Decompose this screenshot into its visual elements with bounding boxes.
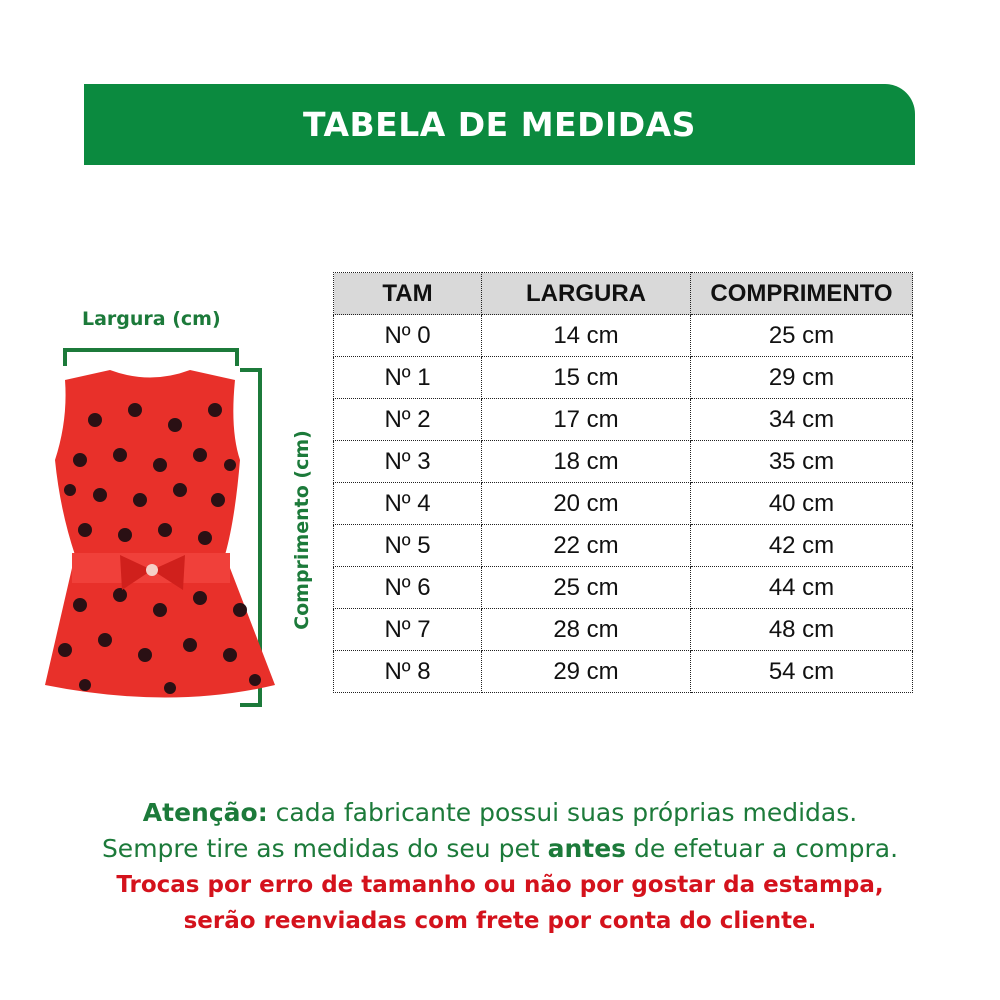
cell-size: Nº 0 <box>333 314 482 357</box>
warning-line-2: serão reenviadas com frete por conta do … <box>183 908 817 934</box>
cell-length: 40 cm <box>690 482 913 525</box>
measure-text-a: Sempre tire as medidas do seu pet <box>101 834 548 863</box>
measure-line: Sempre tire as medidas do seu pet antes … <box>0 831 1000 867</box>
table-row: Nº 0 14 cm 25 cm <box>333 314 913 357</box>
cell-size: Nº 1 <box>333 356 482 399</box>
measure-text-b: de efetuar a compra. <box>626 834 899 863</box>
cell-length: 42 cm <box>690 524 913 567</box>
cell-size: Nº 7 <box>333 608 482 651</box>
table-row: Nº 8 29 cm 54 cm <box>333 650 913 693</box>
attention-text: cada fabricante possui suas próprias med… <box>267 798 858 827</box>
cell-width: 20 cm <box>481 482 691 525</box>
bow-icon <box>120 555 185 590</box>
dress-illustration <box>45 348 275 707</box>
cell-width: 15 cm <box>481 356 691 399</box>
cell-length: 34 cm <box>690 398 913 441</box>
table-row: Nº 3 18 cm 35 cm <box>333 440 913 483</box>
cell-length: 48 cm <box>690 608 913 651</box>
cell-size: Nº 8 <box>333 650 482 693</box>
cell-width: 25 cm <box>481 566 691 609</box>
cell-size: Nº 6 <box>333 566 482 609</box>
cell-width: 17 cm <box>481 398 691 441</box>
cell-width: 22 cm <box>481 524 691 567</box>
cell-width: 28 cm <box>481 608 691 651</box>
table-row: Nº 7 28 cm 48 cm <box>333 608 913 651</box>
table-row: Nº 1 15 cm 29 cm <box>333 356 913 399</box>
cell-width: 29 cm <box>481 650 691 693</box>
cell-size: Nº 4 <box>333 482 482 525</box>
cell-width: 18 cm <box>481 440 691 483</box>
table-header-row: TAM LARGURA COMPRIMENTO <box>333 272 913 315</box>
cell-size: Nº 5 <box>333 524 482 567</box>
page-title: TABELA DE MEDIDAS <box>303 105 696 144</box>
header-width: LARGURA <box>481 272 691 315</box>
notes: Atenção: cada fabricante possui suas pró… <box>0 795 1000 939</box>
table-row: Nº 4 20 cm 40 cm <box>333 482 913 525</box>
table-row: Nº 6 25 cm 44 cm <box>333 566 913 609</box>
header-size: TAM <box>333 272 482 315</box>
cell-length: 44 cm <box>690 566 913 609</box>
cell-length: 25 cm <box>690 314 913 357</box>
length-label: Comprimento (cm) <box>291 430 313 630</box>
attention-line: Atenção: cada fabricante possui suas pró… <box>0 795 1000 831</box>
cell-length: 35 cm <box>690 440 913 483</box>
warning-line-1: Trocas por erro de tamanho ou não por go… <box>116 872 884 898</box>
cell-width: 14 cm <box>481 314 691 357</box>
table-row: Nº 2 17 cm 34 cm <box>333 398 913 441</box>
size-table: TAM LARGURA COMPRIMENTO Nº 0 14 cm 25 cm N… <box>333 272 913 693</box>
cell-length: 54 cm <box>690 650 913 693</box>
width-label: Largura (cm) <box>82 308 221 330</box>
cell-length: 29 cm <box>690 356 913 399</box>
cell-size: Nº 3 <box>333 440 482 483</box>
header-length: COMPRIMENTO <box>690 272 913 315</box>
measure-text-bold: antes <box>547 834 627 863</box>
attention-label: Atenção: <box>142 798 268 827</box>
cell-size: Nº 2 <box>333 398 482 441</box>
length-bracket <box>240 368 262 707</box>
polka-dots <box>58 403 261 694</box>
title-banner: TABELA DE MEDIDAS <box>84 84 915 165</box>
table-row: Nº 5 22 cm 42 cm <box>333 524 913 567</box>
width-bracket <box>63 348 239 366</box>
